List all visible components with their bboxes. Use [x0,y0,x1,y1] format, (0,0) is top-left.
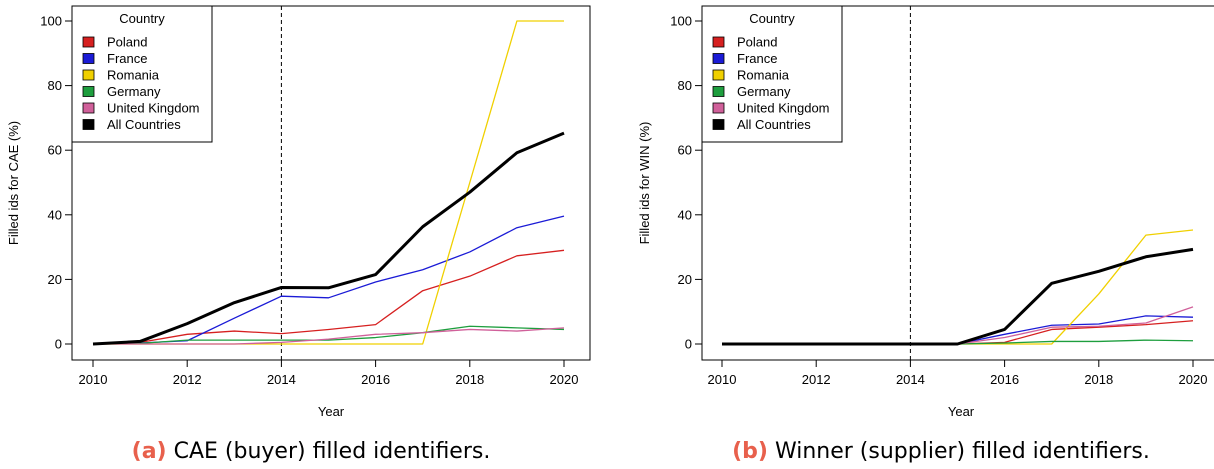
caption-label: (b) [732,439,768,464]
y-tick-label: 80 [48,78,62,93]
legend-swatch [712,53,725,64]
y-tick-label: 0 [55,337,62,352]
y-tick-label: 40 [678,207,692,222]
caption-label: (a) [132,439,167,464]
legend-title: Country [119,11,165,26]
x-tick-label: 2018 [455,372,484,387]
legend-swatch [82,36,95,48]
legend-label: United Kingdom [737,101,830,116]
legend-swatch [82,102,95,114]
chart-panel-b: 0 20 40 60 80 100 2010 2012 2014 2016 2018 2020 Year… [637,5,1214,464]
x-tick-label: 2020 [1179,372,1208,387]
legend-swatch [712,119,725,130]
legend-swatch [712,69,725,81]
series-line-all-countries [722,247,1194,346]
legend-swatch [82,53,95,64]
y-tick-label: 0 [685,337,692,352]
x-tick-label: 2010 [708,372,737,387]
x-tick-label: 2016 [990,372,1019,387]
y-axis-label: Filled ids for CAE (%) [6,121,21,245]
legend-box [71,5,213,143]
legend-label: United Kingdom [107,101,200,116]
legend-swatch [82,119,95,130]
y-tick-label: 100 [670,14,692,29]
x-tick-label: 2010 [79,372,108,387]
y-tick-label: 60 [48,143,62,158]
legend-label: Poland [737,35,777,50]
y-axis-label: Filled ids for WIN (%) [637,122,652,245]
legend-title: Country [749,11,795,26]
x-tick-label: 2014 [896,372,925,387]
x-tick-label: 2012 [173,372,202,387]
plot-frame [701,5,1214,361]
caption-text: CAE (buyer) filled identifiers. [167,439,491,464]
y-tick-label: 40 [48,207,62,222]
plot-frame [71,5,591,361]
legend-label: Germany [737,84,791,99]
chart-panel-a: 0 20 40 60 80 100 2010 2012 2014 2016 2018 2020 Year… [6,5,591,464]
legend-label: Germany [107,84,161,99]
legend-label: Romania [737,68,790,83]
legend-label: France [107,51,147,66]
series-line-romania [722,229,1194,345]
legend-swatch [712,86,725,97]
figure-caption: (a) CAE (buyer) filled identifiers. [132,439,491,464]
y-tick-label: 100 [40,14,62,29]
x-tick-label: 2012 [802,372,831,387]
legend-swatch [712,36,725,48]
x-tick-label: 2018 [1084,372,1113,387]
y-tick-label: 80 [678,78,692,93]
x-axis-label: Year [948,404,975,419]
series-line-poland [92,249,565,345]
x-axis-label: Year [318,404,345,419]
legend-label: All Countries [107,117,181,132]
legend-label: All Countries [737,117,811,132]
series-line-france [92,215,565,345]
series-line-all-countries [92,131,565,346]
caption-text: Winner (supplier) filled identifiers. [768,439,1150,464]
y-tick-label: 20 [48,272,62,287]
series-line-united-kingdom [93,327,565,345]
y-tick-label: 20 [678,272,692,287]
legend-swatch [82,69,95,81]
figure-caption: (b) Winner (supplier) filled identifiers… [732,439,1150,464]
legend-box [701,5,843,143]
y-tick-label: 60 [678,143,692,158]
legend-label: France [737,51,777,66]
series-line-germany [92,325,565,345]
legend-swatch [712,102,725,114]
x-tick-label: 2016 [361,372,390,387]
legend-swatch [82,86,95,97]
x-tick-label: 2014 [267,372,296,387]
legend-label: Poland [107,35,147,50]
legend-label: Romania [107,68,160,83]
series-line-france [722,315,1194,345]
x-tick-label: 2020 [550,372,579,387]
